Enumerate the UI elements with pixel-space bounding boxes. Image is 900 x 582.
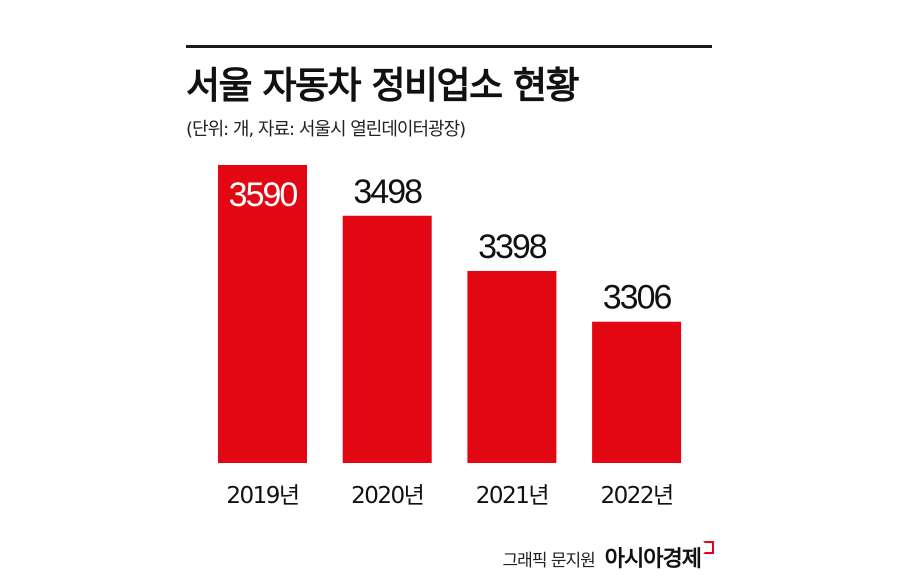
- value-label-2019년: 3590: [229, 176, 298, 214]
- value-label-2020년: 3498: [353, 173, 422, 211]
- value-label-2021년: 3398: [478, 228, 547, 266]
- brand-logo: 아시아경제: [605, 541, 714, 573]
- bars-group: [218, 165, 682, 463]
- chart-title: 서울 자동차 정비업소 현황: [186, 64, 580, 107]
- top-rule: [186, 45, 712, 48]
- credit-line: 그래픽 문지원 아시아경제: [503, 541, 714, 573]
- chart-subtitle: (단위: 개, 자료: 서울시 열린데이터광장): [186, 119, 466, 140]
- bar-2020년: [342, 215, 432, 463]
- graphic-credit: 그래픽 문지원: [502, 551, 596, 571]
- value-labels-group: 3590 3498 3398 3306: [229, 173, 674, 317]
- value-label-2022년: 3306: [603, 279, 672, 317]
- x-tick-label: 2020년: [351, 483, 423, 509]
- bar-2022년: [592, 321, 682, 463]
- x-tick-label: 2019년: [226, 483, 298, 509]
- x-tick-label: 2021년: [476, 483, 548, 509]
- bar-2021년: [467, 270, 557, 463]
- brand-mark-icon: [703, 541, 714, 554]
- x-tick-labels-group: 2019년 2020년 2021년 2022년: [226, 483, 674, 509]
- bar-2019년: [218, 165, 307, 463]
- brand-name: 아시아경제: [604, 547, 702, 572]
- x-tick-label: 2022년: [600, 483, 672, 509]
